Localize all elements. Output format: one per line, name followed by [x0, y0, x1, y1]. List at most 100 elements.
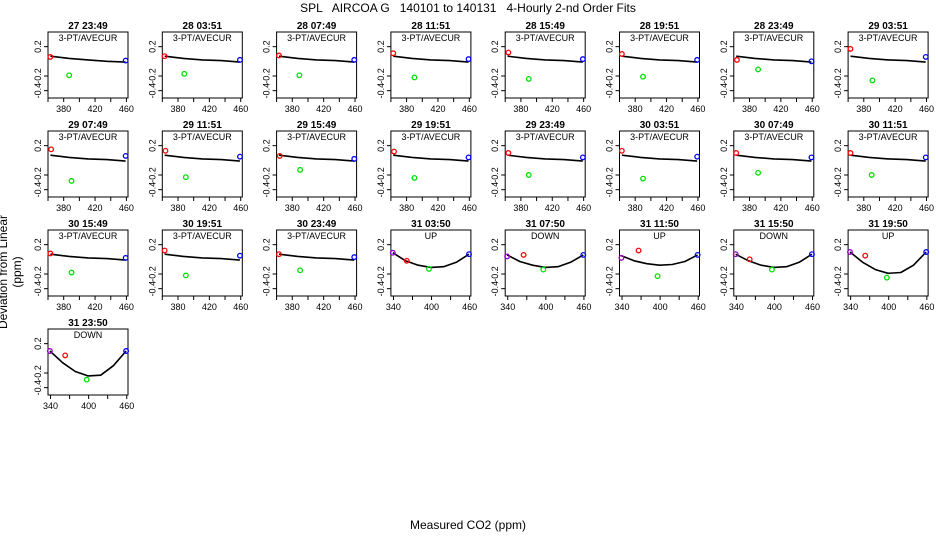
y-tick-label: 0.2 [147, 139, 157, 152]
x-tick-label: 420 [430, 104, 445, 114]
x-tick-label: 380 [56, 302, 71, 312]
y-tick-label: 0.2 [719, 40, 729, 53]
panel-frame [619, 31, 700, 99]
x-tick-label: 380 [285, 203, 300, 213]
x-tick-label: 380 [856, 203, 871, 213]
data-point [297, 267, 304, 274]
y-tick-label: -0.2 [605, 167, 615, 183]
y-tick-label: 0.2 [33, 238, 43, 251]
panel-frame [161, 130, 243, 198]
y-tick-label: -0.2 [147, 167, 157, 183]
panel-time: 31 19:50 [868, 219, 908, 230]
y-tick-label: -0.4 [33, 380, 43, 396]
y-tick-label: -0.4 [833, 182, 843, 198]
data-point [869, 77, 876, 84]
figure-title: SPL AIRCOA G 140101 to 140131 4-Hourly 2… [300, 1, 636, 15]
x-tick-label: 460 [348, 302, 363, 312]
data-point [768, 266, 775, 273]
x-tick-label: 460 [805, 302, 820, 312]
fit-curve [621, 154, 698, 162]
panel-method-label: UP [425, 231, 438, 241]
panel-time: 30 23:49 [297, 219, 337, 230]
panel-time: 29 03:51 [868, 21, 908, 32]
y-tick-label: -0.4 [719, 83, 729, 99]
panel: 29 23:493-PT/AVECUR 0.2 -0.2-0.4 380 420 460 [490, 120, 591, 213]
y-tick-label: 0.2 [33, 337, 43, 350]
fit-curve [278, 55, 355, 63]
data-point [276, 152, 283, 159]
data-point [48, 146, 55, 153]
data-point [808, 154, 815, 161]
x-tick-label: 460 [119, 401, 134, 411]
panel: 30 03:513-PT/AVECUR 0.2 -0.2-0.4 380 420 460 [605, 120, 706, 213]
panel-method-label: 3-PT/AVECUR [744, 33, 803, 43]
x-tick-label: 420 [88, 302, 103, 312]
data-point [746, 256, 753, 263]
y-tick-label: -0.2 [147, 68, 157, 84]
panel-frame [161, 31, 243, 99]
fit-curve [506, 254, 584, 269]
fit-curve [850, 154, 926, 162]
y-tick-label: -0.2 [376, 167, 386, 183]
panel-time: 28 19:51 [640, 21, 680, 32]
data-point [618, 254, 625, 261]
panel-frame [47, 130, 129, 198]
panel-method-label: 3-PT/AVECUR [401, 33, 460, 43]
data-point [411, 174, 418, 181]
y-tick-label: -0.4 [719, 182, 729, 198]
panel-frame [847, 130, 929, 198]
x-tick-label: 460 [462, 203, 477, 213]
data-point [46, 348, 53, 354]
data-point [847, 45, 854, 52]
x-tick-label: 420 [430, 203, 445, 213]
y-tick-label: -0.4 [376, 83, 386, 99]
y-tick-label: 0.2 [147, 40, 157, 53]
x-tick-label: 380 [170, 302, 185, 312]
data-point [755, 169, 762, 176]
y-tick-label: -0.4 [147, 83, 157, 99]
y-tick-label: -0.2 [33, 365, 43, 381]
panel-method-label: 3-PT/AVECUR [287, 33, 346, 43]
y-tick-label: -0.2 [376, 68, 386, 84]
x-tick-label: 460 [576, 203, 591, 213]
data-point [847, 150, 854, 156]
x-tick-label: 460 [690, 104, 705, 114]
data-point [182, 174, 189, 181]
data-point [579, 56, 586, 63]
data-point [733, 150, 740, 156]
x-tick-label: 420 [659, 203, 674, 213]
data-point [351, 254, 358, 261]
x-tick-label: 460 [348, 104, 363, 114]
data-point [66, 72, 73, 79]
y-tick-label: -0.2 [605, 68, 615, 84]
panel: 28 15:493-PT/AVECUR 0.2 -0.2-0.4 380 420 460 [490, 21, 591, 114]
panel-method-label: 3-PT/AVECUR [516, 132, 575, 142]
y-tick-label: -0.4 [605, 83, 615, 99]
panel-method-label: DOWN [760, 231, 789, 241]
data-point [694, 56, 701, 63]
x-tick-label: 460 [233, 302, 248, 312]
y-tick-label: 0.2 [33, 139, 43, 152]
panel: 29 19:513-PT/AVECUR 0.2 -0.2-0.4 380 420 460 [376, 120, 477, 213]
y-tick-label: -0.2 [33, 68, 43, 84]
panel-time: 27 23:49 [68, 21, 108, 32]
panel-frame [47, 229, 129, 297]
y-tick-label: 0.2 [605, 139, 615, 152]
panel-method-label: 3-PT/AVECUR [630, 33, 689, 43]
y-tick-label: -0.2 [605, 266, 615, 282]
panel-frame [847, 229, 929, 297]
panel-method-label: UP [882, 231, 895, 241]
data-point [123, 348, 130, 354]
panel-method-label: 3-PT/AVECUR [173, 33, 232, 43]
y-tick-label: 0.2 [833, 238, 843, 251]
fit-curve [164, 253, 240, 261]
data-point [351, 56, 358, 63]
data-point [922, 154, 929, 161]
x-tick-label: 420 [88, 203, 103, 213]
panel-method-label: 3-PT/AVECUR [59, 33, 118, 43]
y-tick-label: -0.2 [33, 167, 43, 183]
panel-time: 29 15:49 [297, 120, 337, 131]
data-point [47, 53, 54, 60]
